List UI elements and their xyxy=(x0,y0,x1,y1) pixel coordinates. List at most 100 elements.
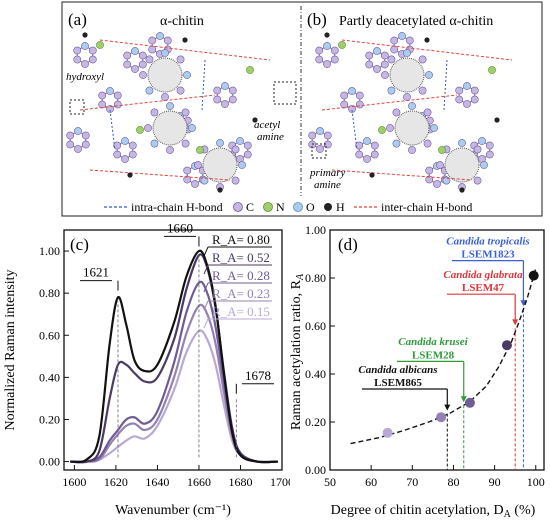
series-label: R_A= 0.15 xyxy=(212,304,270,319)
atom xyxy=(183,166,192,175)
atom xyxy=(98,91,107,100)
c-xtick-label: 1600 xyxy=(62,475,86,489)
d-ytick-label: 1.00 xyxy=(305,223,326,237)
atom xyxy=(88,46,97,55)
atom xyxy=(66,140,75,149)
atom xyxy=(194,161,202,169)
nitrogen-atom xyxy=(438,146,446,154)
atom xyxy=(408,146,416,154)
primary-amine-box xyxy=(311,143,327,159)
d-xtick-label: 50 xyxy=(324,475,336,489)
structure-panel: (a) α-chitin (b) Partly deacetylated α-c… xyxy=(0,0,550,218)
atom xyxy=(386,124,394,132)
atom xyxy=(138,51,147,60)
atom xyxy=(231,176,240,185)
intra-chain-bond xyxy=(443,59,448,111)
atom xyxy=(98,100,107,109)
spectrum-line xyxy=(70,329,278,464)
atom xyxy=(156,32,164,40)
atom xyxy=(387,55,396,64)
strain-label: LSEM28 xyxy=(412,349,455,361)
atom xyxy=(163,36,172,45)
atom xyxy=(485,141,494,150)
atom xyxy=(425,166,434,175)
nitrogen-atom xyxy=(378,126,386,134)
inter-chain-bond xyxy=(341,39,513,61)
atom xyxy=(183,71,191,79)
hydrophobic-pocket xyxy=(394,110,430,146)
atom xyxy=(113,100,122,109)
species-label: Candida albicans xyxy=(358,364,437,376)
spectrum-line xyxy=(70,249,278,464)
atom xyxy=(398,32,406,40)
atom xyxy=(323,42,331,50)
atom xyxy=(74,127,82,135)
legend-h: H xyxy=(336,200,345,214)
atom xyxy=(128,141,137,150)
atom xyxy=(478,137,486,145)
atom xyxy=(113,91,122,100)
data-point xyxy=(382,427,393,438)
atom xyxy=(106,105,114,113)
hydrogen-atom xyxy=(217,187,223,193)
atom xyxy=(433,180,441,188)
atom xyxy=(370,141,379,150)
atom xyxy=(73,55,82,64)
d-ytick-label: 0.20 xyxy=(305,415,326,429)
series-label: R_A= 0.52 xyxy=(212,250,270,265)
nitrogen-atom xyxy=(96,41,104,49)
atom xyxy=(106,87,114,95)
atom xyxy=(166,102,174,110)
c-xtick-label: 1640 xyxy=(145,475,169,489)
d-xtick-label: 100 xyxy=(527,475,545,489)
legend-intra: intra-chain H-bond xyxy=(131,200,223,214)
atom xyxy=(183,175,192,184)
atom xyxy=(231,145,240,154)
atom xyxy=(161,49,169,57)
c-xlabel: Wavenumber (cm⁻¹) xyxy=(115,503,231,518)
intra-chain-bond xyxy=(109,109,116,151)
atom xyxy=(121,137,129,145)
nitrogen-atom xyxy=(338,41,346,49)
atom xyxy=(485,150,494,159)
atom xyxy=(408,102,416,110)
peak-label: 1660 xyxy=(167,222,193,235)
pointer-arrow-icon xyxy=(460,396,467,403)
atom xyxy=(191,180,199,188)
atom xyxy=(131,47,139,55)
atom xyxy=(148,45,157,54)
atom xyxy=(323,60,331,68)
fit-curve xyxy=(350,268,537,445)
nitrogen-icon xyxy=(263,202,273,212)
atom xyxy=(221,82,229,90)
atom xyxy=(480,161,488,169)
intra-chain-bond xyxy=(351,109,358,151)
atom xyxy=(330,46,339,55)
atom xyxy=(315,46,324,55)
atom xyxy=(188,124,196,132)
hydrogen-atom xyxy=(494,117,500,123)
atom xyxy=(390,45,399,54)
atom xyxy=(473,176,482,185)
atom xyxy=(81,131,90,140)
atom xyxy=(213,95,222,104)
c-ylabel: Normalized Raman intensity xyxy=(3,270,18,431)
pointer-arrow-icon xyxy=(520,300,527,307)
label-amine-a: amine xyxy=(257,131,284,143)
series-label-leader xyxy=(203,246,209,257)
c-xtick-label: 1660 xyxy=(187,475,211,489)
label-acetyl: acetyl xyxy=(254,119,280,131)
panel-c-letter: (c) xyxy=(70,235,89,254)
atom xyxy=(355,91,364,100)
peak-label: 1621 xyxy=(83,265,109,280)
atom xyxy=(355,141,364,150)
legend-o: O xyxy=(306,200,315,214)
atom xyxy=(81,60,89,68)
hydrogen-atom xyxy=(324,32,330,38)
nitrogen-atom xyxy=(196,146,204,154)
panel-b-title: Partly deacetylated α-chitin xyxy=(339,14,493,29)
atom xyxy=(455,86,464,95)
